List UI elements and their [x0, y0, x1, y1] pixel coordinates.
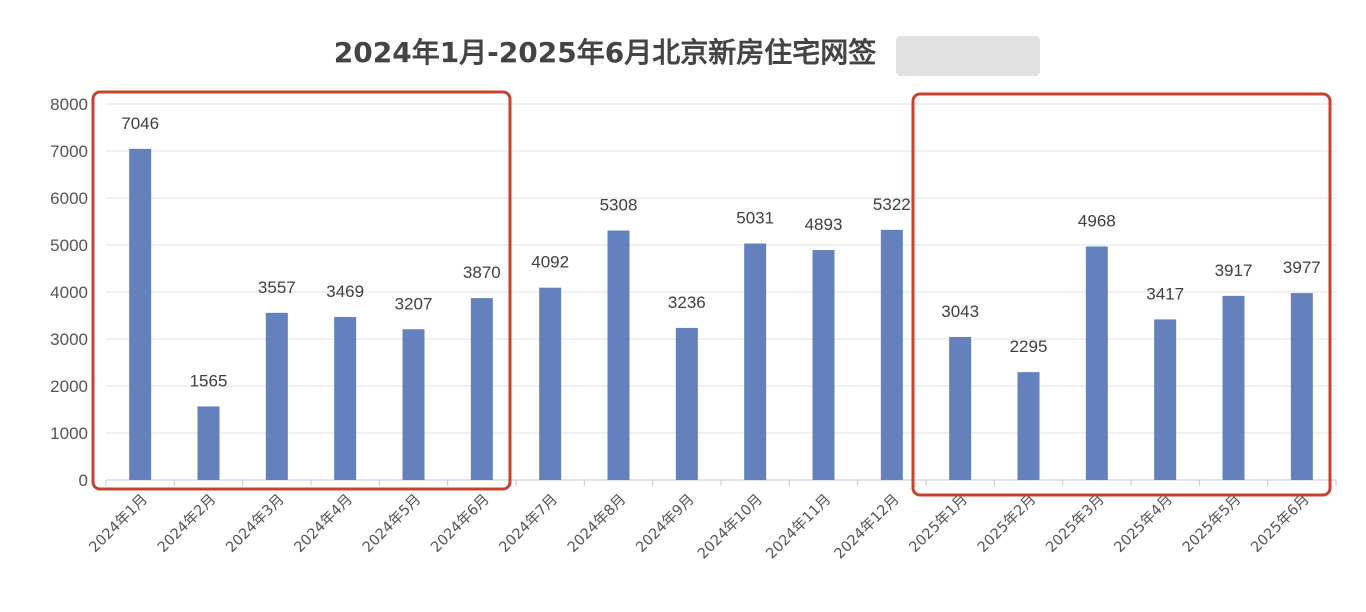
x-tick-label: 2025年5月 [1179, 491, 1244, 556]
data-label: 3207 [395, 294, 433, 313]
x-tick-label: 2025年3月 [1043, 491, 1108, 556]
bar [197, 406, 220, 480]
data-label: 2295 [1010, 337, 1048, 356]
data-label: 3469 [326, 282, 364, 301]
x-tick-label: 2024年12月 [831, 491, 903, 563]
x-tick-label: 2024年4月 [291, 491, 356, 556]
highlight-boxes [91, 90, 1332, 497]
x-tick-label: 2024年3月 [223, 491, 288, 556]
blurred-watermark [896, 36, 1040, 76]
x-tick-label: 2025年2月 [974, 491, 1039, 556]
x-tick-label: 2024年1月 [86, 491, 151, 556]
data-label: 4092 [531, 253, 569, 272]
data-label: 5031 [736, 209, 774, 228]
bar [470, 298, 493, 480]
y-tick-label: 1000 [50, 424, 88, 443]
bar [402, 329, 425, 480]
x-tick-label: 2024年2月 [154, 491, 219, 556]
data-label: 3917 [1215, 261, 1253, 280]
bar [675, 327, 698, 480]
bar [812, 250, 835, 480]
bar [607, 230, 630, 480]
x-axis: 2024年1月 2024年2月 2024年3月 2024年4月 2024年5月 2024年… [86, 479, 1337, 563]
y-axis: 0 1000 2000 3000 4000 5000 6000 7000 8000 [50, 95, 88, 490]
bar [1154, 319, 1177, 480]
data-label: 3417 [1146, 284, 1184, 303]
data-label: 3236 [668, 293, 706, 312]
data-label: 3557 [258, 278, 296, 297]
y-tick-label: 5000 [50, 236, 88, 255]
x-tick-label: 2024年5月 [359, 491, 424, 556]
y-tick-label: 6000 [50, 189, 88, 208]
y-tick-label: 4000 [50, 283, 88, 302]
data-label: 5308 [600, 196, 638, 215]
bar [744, 243, 767, 480]
bar [1290, 293, 1313, 480]
x-tick-label: 2025年1月 [906, 491, 971, 556]
x-tick-label: 2024年9月 [633, 491, 698, 556]
y-tick-label: 3000 [50, 330, 88, 349]
x-tick-label: 2024年11月 [763, 491, 835, 563]
bar [539, 287, 562, 480]
x-tick-label: 2025年4月 [1111, 491, 1176, 556]
y-tick-label: 8000 [50, 95, 88, 114]
data-labels: 7046 1565 3557 3469 3207 3870 4092 5308 3236 5031… [121, 114, 1320, 391]
x-tick-label: 2024年6月 [428, 491, 493, 556]
chart-title: 2024年1月-2025年6月北京新房住宅网签 [334, 36, 876, 69]
bar [334, 316, 357, 480]
highlight-box [91, 90, 512, 491]
data-label: 3977 [1283, 258, 1321, 277]
highlight-box [911, 92, 1332, 497]
x-tick-label: 2024年10月 [694, 491, 766, 563]
bar [1017, 372, 1040, 480]
bar-series [129, 148, 1313, 480]
bar [129, 148, 152, 480]
watermark-blur [896, 36, 1040, 76]
x-tick-label: 2024年7月 [496, 491, 561, 556]
bar [1222, 295, 1245, 480]
bar [880, 229, 903, 480]
bar [1085, 246, 1108, 480]
y-tick-label: 2000 [50, 377, 88, 396]
y-tick-label: 7000 [50, 142, 88, 161]
data-label: 3043 [941, 302, 979, 321]
data-label: 3870 [463, 263, 501, 282]
x-tick-label: 2024年8月 [564, 491, 629, 556]
data-label: 4893 [805, 215, 843, 234]
data-label: 4968 [1078, 212, 1116, 231]
data-label: 1565 [190, 371, 228, 390]
data-label: 7046 [121, 114, 159, 133]
data-label: 5322 [873, 195, 911, 214]
gridlines [106, 103, 1336, 434]
bar [949, 336, 972, 480]
y-tick-label: 0 [79, 471, 88, 490]
x-tick-label: 2025年6月 [1248, 491, 1313, 556]
bar [265, 312, 288, 480]
